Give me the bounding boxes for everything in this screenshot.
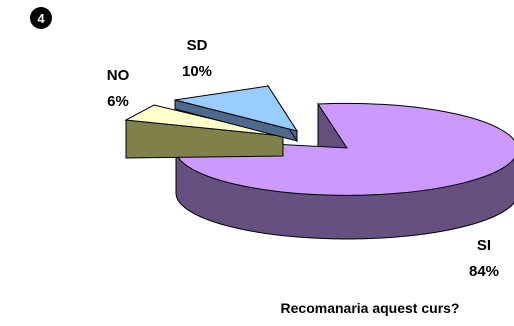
slice-value-si: 84% [469, 263, 499, 280]
badge-circle [30, 7, 52, 29]
pie-slice-si [175, 102, 514, 240]
slice-label-si: SI [477, 237, 491, 254]
pie-slice-no [124, 104, 284, 159]
slice-label-sd: SD [187, 37, 208, 54]
pie-slice-sd [174, 84, 299, 143]
pie-slice-si-top [175, 102, 514, 196]
chart-title: Recomanaria aquest curs? [281, 300, 460, 316]
chart-number-badge: 4 [30, 7, 52, 29]
slice-value-sd: 10% [182, 63, 212, 80]
pie-slice-sd-top [174, 85, 299, 132]
slice-label-no: NO [107, 67, 130, 84]
badge-number: 4 [37, 11, 45, 26]
slice-value-no: 6% [107, 93, 129, 110]
